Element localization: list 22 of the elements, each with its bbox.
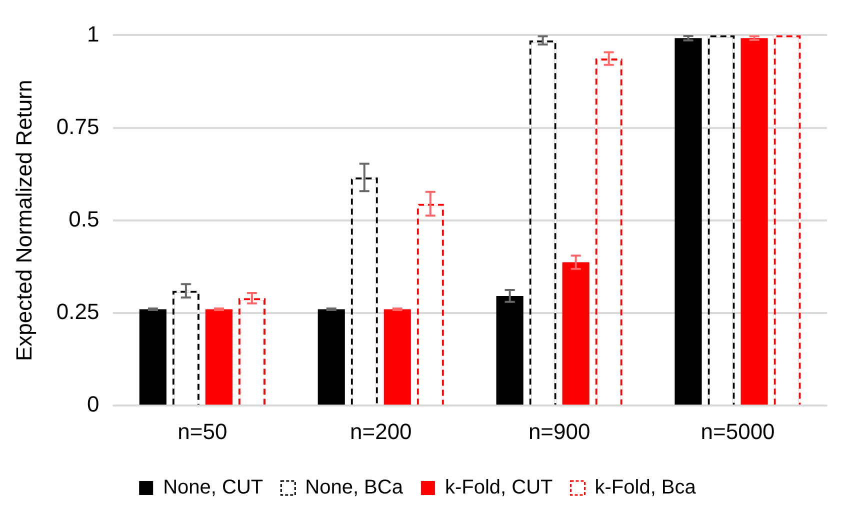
y-tick-label: 1 bbox=[86, 21, 100, 46]
y-tick-label: 0.5 bbox=[68, 206, 100, 232]
bar bbox=[562, 262, 590, 405]
y-tick-label: 0 bbox=[86, 392, 100, 417]
x-tick-label: n=900 bbox=[528, 418, 590, 444]
y-axis-title: Expected Normalized Return bbox=[11, 80, 36, 362]
legend-label: None, CUT bbox=[163, 476, 264, 499]
bar bbox=[205, 309, 232, 405]
bar bbox=[496, 296, 524, 405]
bar bbox=[674, 38, 702, 405]
legend-label: k-Fold, CUT bbox=[444, 476, 553, 499]
x-tick-label: n=200 bbox=[350, 418, 412, 444]
bar bbox=[740, 38, 768, 405]
bar bbox=[318, 309, 345, 405]
legend-label: None, BCa bbox=[305, 476, 404, 499]
bar bbox=[139, 309, 166, 405]
x-tick-label: n=5000 bbox=[700, 418, 775, 444]
bar bbox=[384, 309, 411, 405]
legend-label: k-Fold, Bca bbox=[594, 476, 697, 499]
y-tick-label: 0.25 bbox=[56, 299, 100, 324]
y-tick-label: 0.75 bbox=[56, 114, 100, 139]
x-tick-label: n=50 bbox=[178, 418, 228, 444]
